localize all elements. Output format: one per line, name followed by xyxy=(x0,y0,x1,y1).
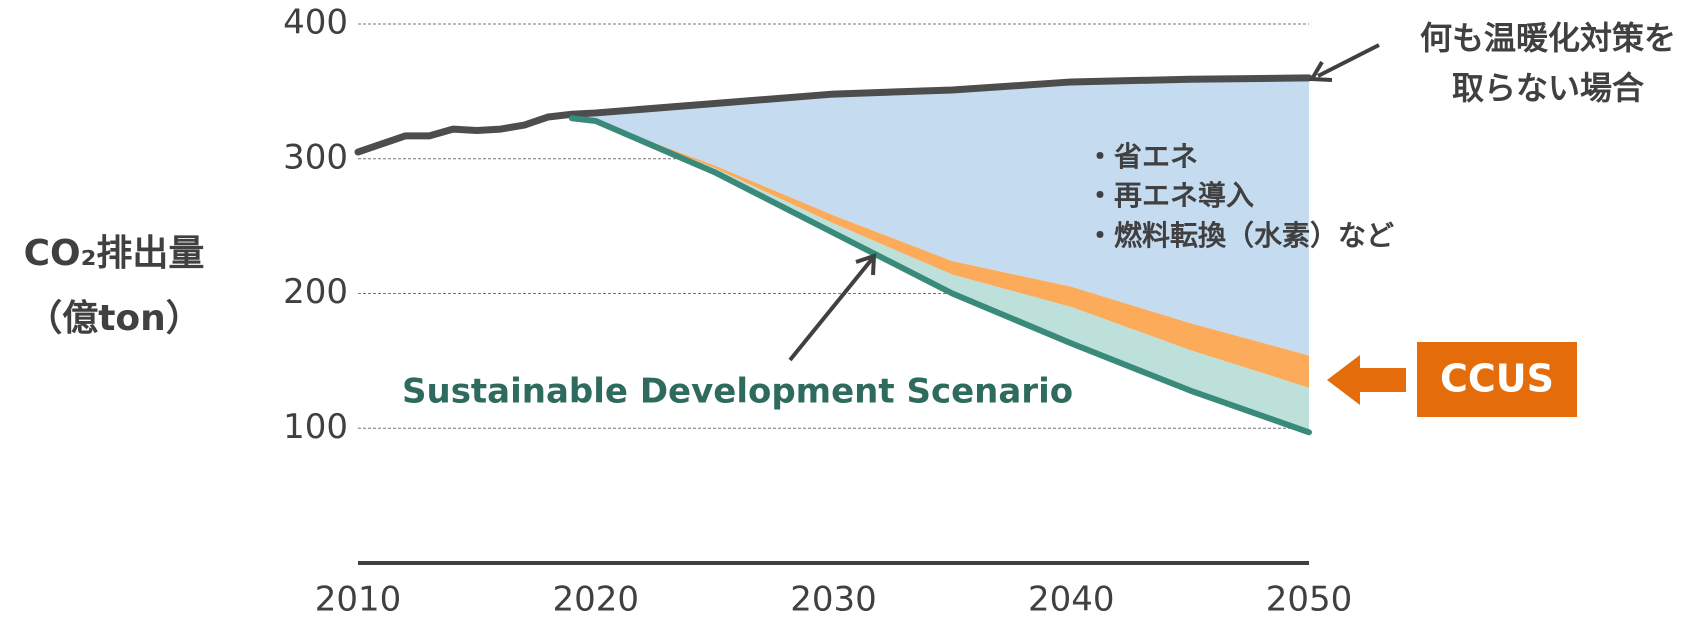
line xyxy=(354,74,1313,156)
annotation: CCUS xyxy=(1440,357,1554,401)
line xyxy=(568,115,1312,436)
x-tick-label: 2020 xyxy=(552,580,639,620)
x-tick-label: 2040 xyxy=(1028,580,1115,620)
arrow xyxy=(1327,355,1406,405)
annotation: ・省エネ xyxy=(1086,140,1198,173)
annotation: Sustainable Development Scenario xyxy=(402,372,1073,412)
y-tick-label: 100 xyxy=(283,407,348,447)
x-tick-label: 2010 xyxy=(315,580,402,620)
annotation: ・再エネ導入 xyxy=(1086,179,1254,212)
y-tick-label: 300 xyxy=(283,137,348,177)
x-tick-label: 2050 xyxy=(1266,580,1353,620)
arrow xyxy=(788,257,874,362)
area-band xyxy=(571,118,1309,433)
y-tick-label: 200 xyxy=(283,272,348,312)
area-band xyxy=(571,77,1309,356)
y-axis-label: CO₂排出量 xyxy=(24,233,205,274)
arrow-head xyxy=(855,253,877,276)
annotation: ・燃料転換（水素）など xyxy=(1086,219,1394,252)
y-tick-label: 400 xyxy=(283,3,348,43)
x-tick-label: 2030 xyxy=(790,580,877,620)
label-box xyxy=(1417,342,1577,417)
annotation: 取らない場合 xyxy=(1452,69,1644,107)
arrow-head xyxy=(1308,60,1333,82)
area-band xyxy=(571,118,1309,388)
y-axis-label: （億ton） xyxy=(26,298,202,339)
arrow xyxy=(1317,43,1380,78)
annotation: 何も温暖化対策を xyxy=(1420,19,1676,57)
